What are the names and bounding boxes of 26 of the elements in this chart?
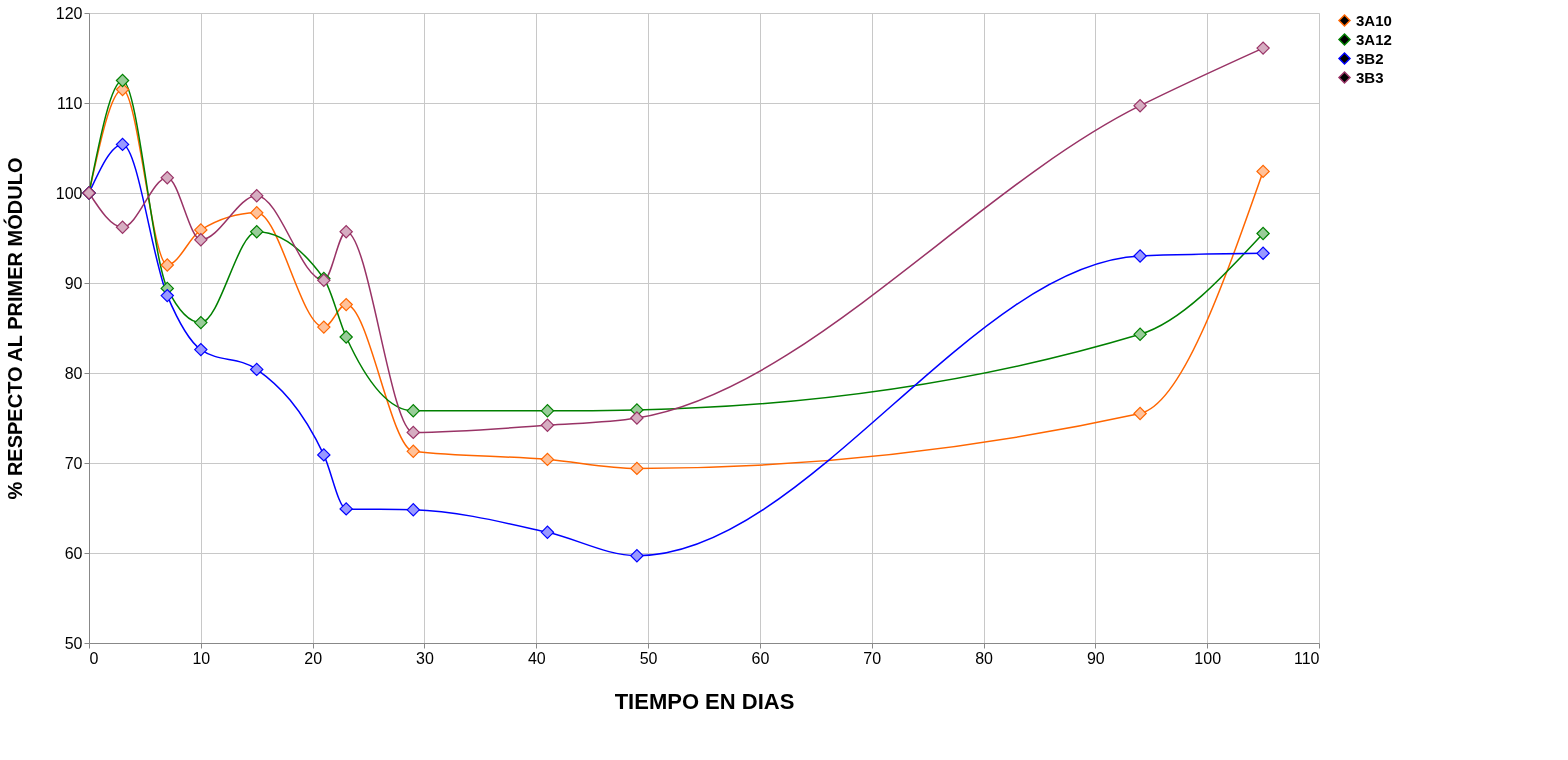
y-tick-label: 80 xyxy=(64,364,83,382)
x-tick-label: 90 xyxy=(1086,649,1105,667)
y-tick-label: 90 xyxy=(64,274,83,292)
x-tick-label: 0 xyxy=(89,649,99,667)
x-tick-label: 110 xyxy=(1293,649,1320,667)
legend-label: 3A10 xyxy=(1356,11,1392,29)
y-tick-label: 110 xyxy=(56,94,83,112)
x-tick-label: 100 xyxy=(1194,649,1222,667)
x-tick-label: 60 xyxy=(751,649,770,667)
y-tick-label: 70 xyxy=(64,454,83,472)
legend-label: 3B2 xyxy=(1356,49,1384,67)
x-tick-label: 40 xyxy=(527,649,546,667)
x-tick-label: 20 xyxy=(304,649,323,667)
x-tick-label: 80 xyxy=(975,649,994,667)
x-axis-title: TIEMPO EN DIAS xyxy=(614,688,795,714)
legend-label: 3A12 xyxy=(1356,30,1392,48)
y-axis-title: % RESPECTO AL PRIMER MÓDULO xyxy=(2,157,26,500)
y-tick-label: 120 xyxy=(55,4,83,22)
x-tick-label: 10 xyxy=(192,649,211,667)
y-tick-label: 100 xyxy=(55,184,83,202)
x-tick-label: 70 xyxy=(863,649,882,667)
y-tick-label: 50 xyxy=(64,634,83,652)
x-tick-label: 30 xyxy=(416,649,434,667)
x-tick-label: 50 xyxy=(639,649,658,667)
y-tick-label: 60 xyxy=(64,544,83,562)
legend-label: 3B3 xyxy=(1356,68,1384,86)
